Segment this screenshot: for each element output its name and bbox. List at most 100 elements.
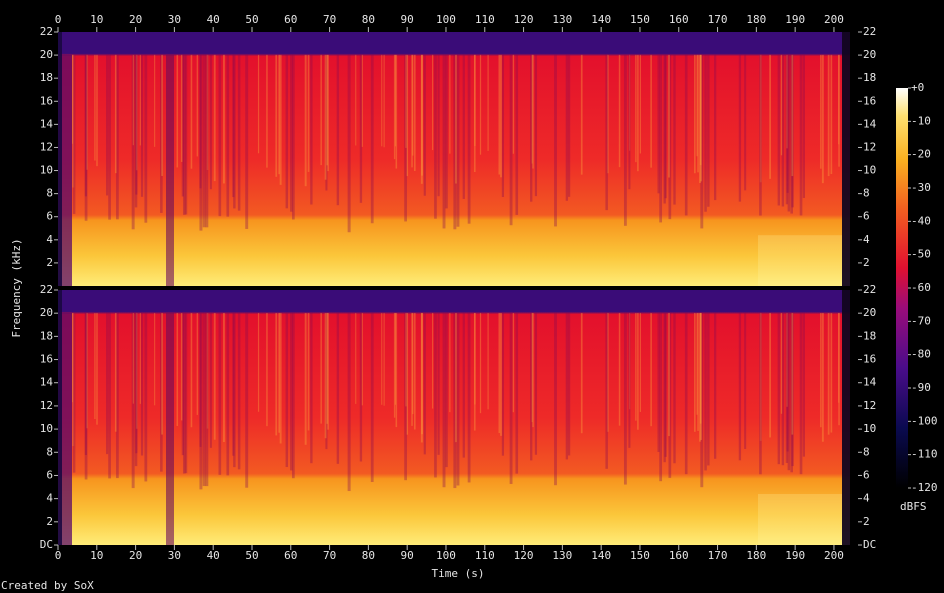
spectrogram-streak [694, 54, 696, 174]
y-tick-label: 8 [863, 445, 870, 458]
y-tick-label: 10 [863, 422, 876, 435]
spectrogram-streak [673, 312, 676, 464]
y-tick-label: 18 [863, 329, 876, 342]
spectrogram-streak [199, 312, 203, 490]
x-tick-label: 160 [669, 549, 689, 562]
spectrogram-streak [781, 54, 785, 207]
y-tick-label: DC [863, 538, 876, 551]
spectrogram-streak [437, 312, 440, 455]
y-tick-label: 16 [863, 94, 876, 107]
x-tick-label: 200 [824, 549, 844, 562]
x-tick-label: 90 [401, 13, 414, 26]
spectrogram-streak [606, 54, 609, 174]
spectrogram-streak [456, 312, 460, 486]
spectrogram-streak [326, 54, 328, 166]
spectrogram-streak [196, 54, 198, 157]
spectrogram-streak [405, 54, 407, 148]
spectrogram-streak [663, 54, 666, 204]
spectrogram-streak [326, 312, 328, 424]
y-tick-label: 6 [46, 468, 53, 481]
spectrogram-band [758, 494, 842, 545]
y-tick-label: 10 [40, 164, 53, 177]
spectrogram-streak [714, 312, 717, 459]
spectrogram-streak [290, 312, 293, 471]
spectrogram-streak [161, 54, 163, 176]
y-tick-label: 8 [46, 187, 53, 200]
y-tick-label: 2 [863, 515, 870, 528]
spectrogram-streak [453, 54, 457, 230]
spectrogram-streak [668, 54, 672, 220]
spectrogram-streak [827, 54, 830, 177]
x-tick-label: 130 [552, 549, 572, 562]
spectrogram-streak [565, 54, 569, 201]
spectrogram-streak [657, 54, 660, 194]
spectrogram-streak [509, 312, 513, 484]
spectrogram-streak [467, 312, 471, 483]
spectrogram-streak [237, 312, 241, 470]
x-tick-label: 120 [514, 549, 534, 562]
spectrogram-streak [245, 54, 249, 229]
spectrogram-streak [474, 312, 476, 405]
spectrogram-streak [320, 54, 322, 166]
x-tick-label: 140 [591, 549, 611, 562]
y-tick-label: 14 [863, 117, 877, 130]
spectrogram-streak [86, 54, 88, 170]
spectrogram-streak [449, 312, 451, 413]
spectrogram-streak [116, 54, 119, 220]
spectrogram-streak [781, 312, 785, 466]
x-tick-label: 60 [284, 549, 297, 562]
x-tick-label: 140 [591, 13, 611, 26]
spectrogram-streak [206, 312, 209, 429]
spectrogram-streak [205, 54, 209, 228]
spectrogram-streak [663, 312, 666, 463]
colorbar-tick-label: -100 [911, 414, 938, 427]
spectrogram-streak [279, 54, 282, 185]
spectrogram-streak [445, 54, 448, 209]
spectrogram-streak [154, 312, 156, 406]
spectrogram-streak [370, 312, 374, 482]
spectrogram-streak [135, 312, 138, 429]
spectrogram-streak [635, 54, 637, 163]
spectrogram-streak [515, 54, 519, 215]
spectrogram-streak [462, 312, 465, 458]
spectrogram-streak [530, 312, 533, 461]
x-tick-label: 0 [55, 549, 62, 562]
spectrogram-streak [134, 312, 138, 467]
y-tick-label: 14 [40, 117, 54, 130]
spectrogram-streak [605, 312, 608, 469]
spectrogram-streak [140, 312, 144, 456]
spectrogram-streak [320, 312, 322, 424]
spectrogram-streak [421, 54, 423, 176]
y-tick-label: 12 [863, 140, 876, 153]
spectrogram-shade [842, 290, 850, 545]
y-tick-label: 14 [40, 376, 54, 389]
spectrogram-streak [394, 312, 396, 405]
y-tick-label: 4 [46, 492, 53, 505]
spectrogram-streak [359, 54, 363, 203]
spectrogram-streak [838, 54, 840, 145]
spectrogram-streak [134, 54, 138, 208]
spectrogram-streak [515, 312, 519, 474]
spectrogram-streak [184, 54, 188, 215]
spectrogram-streak [442, 54, 446, 229]
spectrogram-streak [791, 312, 794, 435]
spectrogram-streak [821, 312, 824, 442]
spectrogram-streak [532, 312, 534, 428]
spectrogram-streak [830, 312, 833, 433]
spectrogram-streak [697, 312, 699, 431]
x-tick-label: 40 [207, 13, 220, 26]
y-tick-label: 12 [863, 399, 876, 412]
spectrogram-streak [500, 54, 502, 178]
spectrogram-streak [213, 312, 216, 440]
spectrogram-streak [94, 312, 96, 420]
spectrogram-streak [291, 54, 295, 220]
spectrogram-streak [84, 312, 88, 455]
spectrogram-streak [629, 54, 631, 151]
spectrogram-streak [512, 54, 514, 154]
spectrogram-streak [176, 312, 179, 426]
spectrogram-streak [324, 312, 327, 439]
spectrogram-streak [650, 312, 652, 427]
spectrogram-streak [381, 54, 383, 147]
spectrogram-streak [285, 312, 289, 468]
